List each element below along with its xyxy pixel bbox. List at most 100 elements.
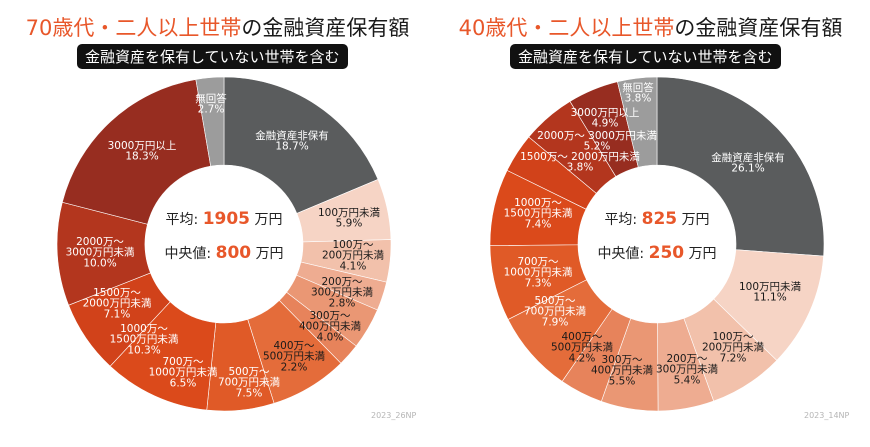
- slice-11: [61, 79, 212, 225]
- slice-percent-5: 4.2%: [569, 352, 596, 364]
- average-value: 825: [641, 209, 678, 229]
- slice-label-6: 500万～: [534, 295, 576, 307]
- slice-percent-3: 5.4%: [674, 374, 701, 386]
- slice-label-10: 2000万～: [76, 236, 124, 248]
- slice-0: [223, 76, 379, 214]
- median-row: 中央値: 800 万円: [134, 237, 314, 271]
- slice-percent-12: 3.8%: [625, 93, 652, 105]
- center-summary: 平均: 1905 万円 中央値: 800 万円: [134, 203, 314, 271]
- chart-title: 40歳代・二人以上世帯の金融資産保有額: [433, 12, 868, 42]
- slice-label-6: 500万～: [228, 366, 270, 378]
- slice-percent-2: 7.2%: [720, 352, 747, 364]
- slice-label-5: 500万円未満: [551, 342, 614, 354]
- median-label: 中央値:: [597, 246, 645, 262]
- average-row: 平均: 825 万円: [567, 203, 747, 237]
- average-label: 平均:: [165, 212, 199, 228]
- slice-label-3: 200万～: [321, 276, 363, 288]
- slice-percent-4: 5.5%: [609, 375, 636, 387]
- slice-label-8: 1000万～: [514, 197, 562, 209]
- slice-label-11: 3000万円以上: [108, 140, 177, 152]
- slice-percent-8: 7.4%: [525, 218, 552, 230]
- slice-label-7: 700万～: [517, 256, 559, 268]
- slice-12: [195, 76, 225, 167]
- slice-label-10: 2000万～ 3000万円未満: [537, 130, 657, 142]
- slice-label-6: 700万円未満: [524, 306, 587, 318]
- slice-label-2: 200万円未満: [702, 342, 765, 354]
- slice-percent-5: 2.2%: [281, 361, 308, 373]
- slice-percent-7: 7.3%: [525, 277, 552, 289]
- slice-label-9: 1500万～: [93, 287, 141, 299]
- average-label: 平均:: [604, 212, 638, 228]
- slice-label-5: 400万～: [273, 340, 315, 352]
- footnote: 2023_26NP: [371, 411, 417, 420]
- slice-label-1: 100万円未満: [318, 207, 381, 219]
- note-badge: 金融資産を保有していない世帯を含む: [77, 44, 348, 69]
- center-summary: 平均: 825 万円 中央値: 250 万円: [567, 203, 747, 271]
- slice-label-8: 1000万～: [120, 323, 168, 335]
- slice-percent-10: 5.2%: [584, 141, 611, 153]
- slice-percent-4: 4.0%: [317, 331, 344, 343]
- slice-percent-0: 18.7%: [275, 141, 308, 153]
- slice-label-11: 3000万円以上: [571, 107, 640, 119]
- slice-percent-0: 26.1%: [731, 163, 764, 175]
- median-value: 800: [215, 243, 252, 263]
- slice-label-7: 1000万円未満: [149, 367, 218, 379]
- slice-label-12: 無回答: [195, 92, 227, 105]
- slice-percent-2: 4.1%: [340, 260, 367, 272]
- footnote: 2023_14NP: [804, 411, 850, 420]
- chart-panel-70s: 70歳代・二人以上世帯の金融資産保有額 金融資産を保有していない世帯を含む 金融…: [0, 12, 435, 420]
- slice-12: [617, 76, 658, 168]
- median-label: 中央値:: [164, 246, 212, 262]
- median-row: 中央値: 250 万円: [567, 237, 747, 271]
- average-unit: 万円: [254, 212, 283, 228]
- slice-label-4: 300万～: [601, 354, 643, 366]
- slice-label-0: 金融資産非保有: [255, 129, 329, 142]
- slice-label-8: 1500万円未満: [110, 334, 179, 346]
- median-unit: 万円: [255, 246, 284, 262]
- slice-label-9: 2000万円未満: [83, 298, 152, 310]
- slice-label-7: 700万～: [162, 356, 204, 368]
- slice-percent-6: 7.5%: [236, 387, 263, 399]
- slice-percent-8: 10.3%: [127, 344, 160, 356]
- average-value: 1905: [202, 209, 251, 229]
- slice-label-5: 400万～: [561, 331, 603, 343]
- average-unit: 万円: [681, 212, 710, 228]
- slice-percent-7: 6.5%: [170, 377, 197, 389]
- chart-title: 70歳代・二人以上世帯の金融資産保有額: [0, 12, 435, 42]
- average-row: 平均: 1905 万円: [134, 203, 314, 237]
- slice-percent-1: 11.1%: [753, 292, 786, 304]
- note-badge: 金融資産を保有していない世帯を含む: [510, 44, 781, 69]
- slice-percent-10: 10.0%: [83, 257, 116, 269]
- slice-label-9: 1500万～ 2000万円未満: [520, 151, 640, 163]
- title-rest: の金融資産保有額: [674, 16, 843, 40]
- slice-percent-9: 7.1%: [104, 308, 131, 320]
- slice-0: [656, 76, 825, 257]
- slice-label-4: 400万円未満: [299, 321, 362, 333]
- slice-label-3: 300万円未満: [656, 364, 719, 376]
- slice-percent-6: 7.9%: [542, 316, 569, 328]
- slice-label-0: 金融資産非保有: [711, 151, 785, 164]
- slice-label-7: 1000万円未満: [504, 267, 573, 279]
- slice-label-4: 400万円未満: [591, 365, 654, 377]
- slice-percent-11: 4.9%: [592, 118, 619, 130]
- slice-label-1: 100万円未満: [739, 281, 802, 293]
- title-highlight: 40歳代・二人以上世帯: [458, 16, 675, 40]
- slice-label-6: 700万円未満: [218, 377, 281, 389]
- slice-label-5: 500万円未満: [263, 351, 326, 363]
- slice-label-2: 100万～: [332, 239, 374, 251]
- chart-panel-40s: 40歳代・二人以上世帯の金融資産保有額 金融資産を保有していない世帯を含む 金融…: [433, 0, 868, 447]
- slice-percent-1: 5.9%: [336, 218, 363, 230]
- slice-label-2: 100万～: [712, 331, 754, 343]
- slice-label-3: 300万円未満: [311, 287, 374, 299]
- slice-label-4: 300万～: [309, 310, 351, 322]
- slice-percent-9: 3.8%: [567, 162, 594, 174]
- median-value: 250: [648, 243, 685, 263]
- slice-label-3: 200万～: [666, 353, 708, 365]
- slice-percent-3: 2.8%: [329, 297, 356, 309]
- slice-label-10: 3000万円未満: [66, 247, 135, 259]
- title-rest: の金融資産保有額: [241, 16, 410, 40]
- slice-percent-11: 18.3%: [125, 151, 158, 163]
- median-unit: 万円: [688, 246, 717, 262]
